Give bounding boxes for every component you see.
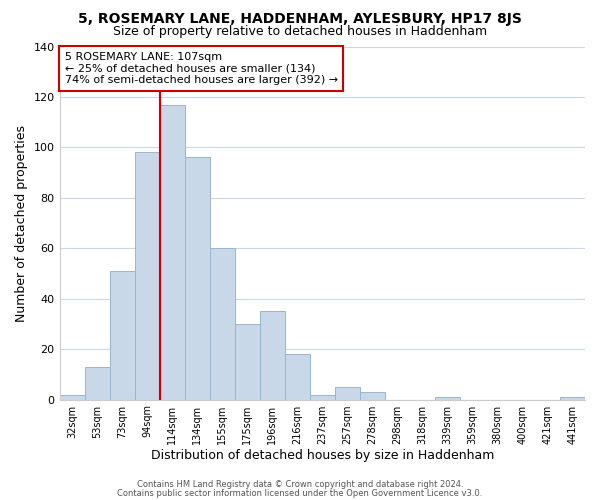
Bar xyxy=(160,104,185,400)
Text: Contains public sector information licensed under the Open Government Licence v3: Contains public sector information licen… xyxy=(118,488,482,498)
Bar xyxy=(310,394,335,400)
X-axis label: Distribution of detached houses by size in Haddenham: Distribution of detached houses by size … xyxy=(151,450,494,462)
Bar xyxy=(209,248,235,400)
Bar xyxy=(185,158,209,400)
Bar xyxy=(85,367,110,400)
Bar xyxy=(235,324,260,400)
Text: 5, ROSEMARY LANE, HADDENHAM, AYLESBURY, HP17 8JS: 5, ROSEMARY LANE, HADDENHAM, AYLESBURY, … xyxy=(78,12,522,26)
Bar xyxy=(560,397,585,400)
Bar xyxy=(360,392,385,400)
Text: 5 ROSEMARY LANE: 107sqm
← 25% of detached houses are smaller (134)
74% of semi-d: 5 ROSEMARY LANE: 107sqm ← 25% of detache… xyxy=(65,52,338,85)
Y-axis label: Number of detached properties: Number of detached properties xyxy=(15,124,28,322)
Bar xyxy=(285,354,310,400)
Bar xyxy=(110,271,134,400)
Bar xyxy=(260,312,285,400)
Bar xyxy=(335,387,360,400)
Bar xyxy=(435,397,460,400)
Bar xyxy=(59,394,85,400)
Bar xyxy=(134,152,160,400)
Text: Contains HM Land Registry data © Crown copyright and database right 2024.: Contains HM Land Registry data © Crown c… xyxy=(137,480,463,489)
Text: Size of property relative to detached houses in Haddenham: Size of property relative to detached ho… xyxy=(113,25,487,38)
